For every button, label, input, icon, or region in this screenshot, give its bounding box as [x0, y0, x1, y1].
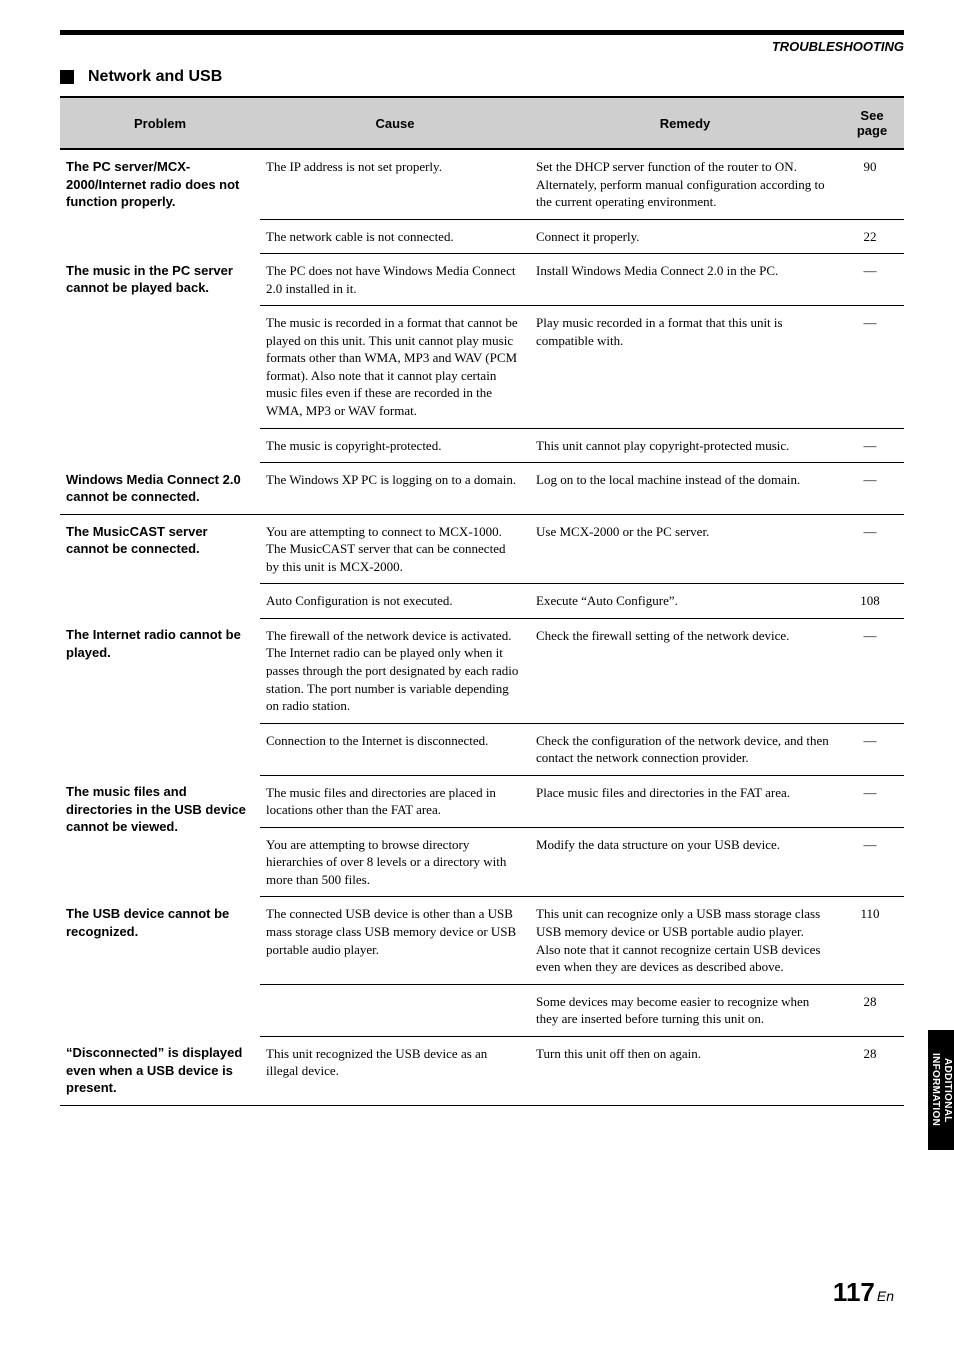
cause-cell: The firewall of the network device is ac… [260, 618, 530, 723]
cause-cell: Connection to the Internet is disconnect… [260, 723, 530, 775]
problem-cell: The Internet radio cannot be played. [60, 618, 260, 775]
cause-cell: The music files and directories are plac… [260, 775, 530, 827]
page-ref-cell: 28 [840, 984, 904, 1036]
page-ref-cell: — [840, 463, 904, 515]
cause-cell: You are attempting to connect to MCX-100… [260, 514, 530, 584]
remedy-cell: Modify the data structure on your USB de… [530, 827, 840, 897]
page-ref-cell: — [840, 827, 904, 897]
table-row: The Internet radio cannot be played. The… [60, 618, 904, 723]
page-number-lang: En [877, 1288, 894, 1304]
cause-cell: The music is copyright-protected. [260, 428, 530, 463]
side-tab-line1: ADDITIONAL [942, 1058, 953, 1123]
page-ref-cell: — [840, 306, 904, 428]
page-ref-cell: 28 [840, 1036, 904, 1105]
section-title-text: Network and USB [88, 68, 222, 86]
table-row: The USB device cannot be recognized. The… [60, 897, 904, 984]
side-tab-line2: INFORMATION [930, 1053, 941, 1126]
cause-cell: You are attempting to browse directory h… [260, 827, 530, 897]
table-header-row: Problem Cause Remedy See page [60, 97, 904, 149]
problem-cell: “Disconnected” is displayed even when a … [60, 1036, 260, 1105]
remedy-cell: Execute “Auto Configure”. [530, 584, 840, 619]
problem-cell: Windows Media Connect 2.0 cannot be conn… [60, 463, 260, 515]
table-row: The music files and directories in the U… [60, 775, 904, 827]
cause-cell: The music is recorded in a format that c… [260, 306, 530, 428]
table-row: The PC server/MCX-2000/Internet radio do… [60, 149, 904, 219]
remedy-cell: Install Windows Media Connect 2.0 in the… [530, 254, 840, 306]
col-header-see-page: See page [840, 97, 904, 149]
table-row: “Disconnected” is displayed even when a … [60, 1036, 904, 1105]
remedy-cell: This unit cannot play copyright-protecte… [530, 428, 840, 463]
top-rule [60, 30, 904, 35]
cause-cell: This unit recognized the USB device as a… [260, 1036, 530, 1105]
page-ref-cell: — [840, 618, 904, 723]
cause-cell: The PC does not have Windows Media Conne… [260, 254, 530, 306]
problem-cell: The MusicCAST server cannot be connected… [60, 514, 260, 618]
side-tab: ADDITIONAL INFORMATION [928, 1030, 954, 1150]
page-number-value: 117 [833, 1277, 875, 1307]
cause-cell: Auto Configuration is not executed. [260, 584, 530, 619]
cause-cell: The connected USB device is other than a… [260, 897, 530, 984]
table-row: Windows Media Connect 2.0 cannot be conn… [60, 463, 904, 515]
problem-cell: The music in the PC server cannot be pla… [60, 254, 260, 463]
remedy-cell: This unit can recognize only a USB mass … [530, 897, 840, 984]
problem-cell: The music files and directories in the U… [60, 775, 260, 897]
square-bullet-icon [60, 70, 74, 84]
cause-cell: The IP address is not set properly. [260, 149, 530, 219]
remedy-cell: Place music files and directories in the… [530, 775, 840, 827]
remedy-cell: Some devices may become easier to recogn… [530, 984, 840, 1036]
remedy-cell: Check the configuration of the network d… [530, 723, 840, 775]
table-row: The MusicCAST server cannot be connected… [60, 514, 904, 584]
cause-cell: The network cable is not connected. [260, 219, 530, 254]
remedy-cell: Connect it properly. [530, 219, 840, 254]
cause-cell [260, 984, 530, 1036]
page-ref-cell: 110 [840, 897, 904, 984]
remedy-cell: Use MCX-2000 or the PC server. [530, 514, 840, 584]
side-tab-text: ADDITIONAL INFORMATION [929, 1053, 953, 1126]
page-ref-cell: 108 [840, 584, 904, 619]
col-header-remedy: Remedy [530, 97, 840, 149]
remedy-cell: Check the firewall setting of the networ… [530, 618, 840, 723]
remedy-cell: Log on to the local machine instead of t… [530, 463, 840, 515]
section-heading: Network and USB [60, 68, 904, 86]
cause-cell: The Windows XP PC is logging on to a dom… [260, 463, 530, 515]
page-container: TROUBLESHOOTING Network and USB Problem … [0, 0, 954, 1348]
table-row: The music in the PC server cannot be pla… [60, 254, 904, 306]
col-header-problem: Problem [60, 97, 260, 149]
page-ref-cell: — [840, 775, 904, 827]
page-ref-cell: — [840, 254, 904, 306]
page-ref-cell: — [840, 428, 904, 463]
page-ref-cell: 22 [840, 219, 904, 254]
page-ref-cell: — [840, 514, 904, 584]
troubleshooting-table: Problem Cause Remedy See page The PC ser… [60, 96, 904, 1106]
problem-cell: The PC server/MCX-2000/Internet radio do… [60, 149, 260, 254]
page-number: 117En [833, 1277, 894, 1308]
remedy-cell: Turn this unit off then on again. [530, 1036, 840, 1105]
page-ref-cell: — [840, 723, 904, 775]
remedy-cell: Play music recorded in a format that thi… [530, 306, 840, 428]
problem-cell: The USB device cannot be recognized. [60, 897, 260, 1036]
header-label: TROUBLESHOOTING [60, 39, 904, 54]
remedy-cell: Set the DHCP server function of the rout… [530, 149, 840, 219]
page-ref-cell: 90 [840, 149, 904, 219]
col-header-cause: Cause [260, 97, 530, 149]
